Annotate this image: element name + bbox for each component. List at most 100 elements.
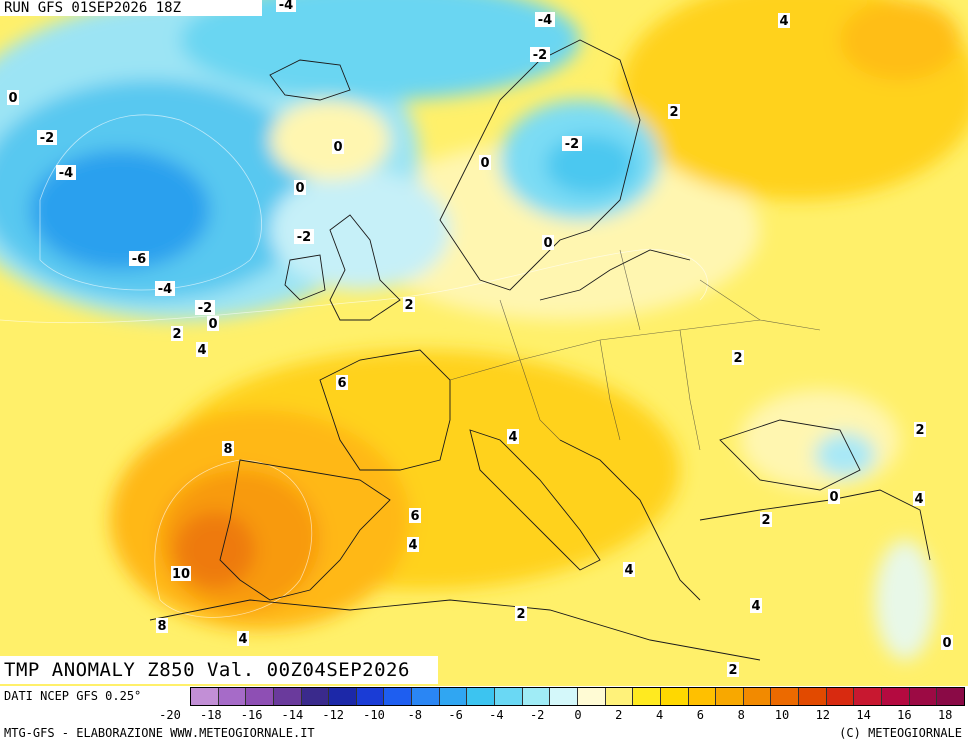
- svg-text:4: 4: [197, 343, 206, 358]
- contour-label: 10: [171, 566, 191, 582]
- scale-cell: [937, 688, 964, 705]
- contour-label: 6: [336, 375, 348, 391]
- scale-tick-label: 2: [615, 708, 623, 722]
- scale-cell: [301, 688, 330, 705]
- contour-label: -2: [562, 136, 582, 152]
- field-cold-north: [180, 0, 580, 100]
- contour-label: -4: [56, 165, 76, 181]
- contour-label: 0: [294, 180, 306, 196]
- svg-text:2: 2: [172, 327, 181, 342]
- border-2: [519, 359, 561, 441]
- scale-cell: [605, 688, 634, 705]
- svg-text:2: 2: [733, 351, 742, 366]
- contour-label: -2: [530, 47, 550, 63]
- coast-iceland: [269, 59, 351, 101]
- svg-text:4: 4: [779, 14, 788, 29]
- svg-text:-2: -2: [565, 137, 579, 152]
- isoline-cold: [39, 114, 262, 291]
- scale-cell: [356, 688, 385, 705]
- coast-scandinavia: [439, 39, 641, 291]
- svg-text:0: 0: [295, 181, 304, 196]
- contour-label: 4: [750, 598, 762, 614]
- contour-label: 4: [407, 537, 419, 553]
- scale-tick-label: 18: [937, 708, 953, 722]
- contour-label: -2: [294, 229, 314, 245]
- scale-cell: [909, 688, 938, 705]
- scale-cell: [743, 688, 772, 705]
- svg-text:8: 8: [157, 619, 166, 634]
- color-scale: [190, 687, 965, 706]
- field-warm-ne2: [840, 0, 960, 80]
- scale-tick-label: 8: [737, 708, 745, 722]
- scale-tick-label: -6: [448, 708, 463, 722]
- svg-text:0: 0: [543, 236, 552, 251]
- scale-cell: [660, 688, 689, 705]
- scale-cell: [495, 688, 523, 705]
- coastlines: [149, 39, 931, 661]
- coast-north-africa: [149, 599, 761, 661]
- borders: [449, 249, 821, 451]
- map-title: TMP ANOMALY Z850 Val. 00Z04SEP2026: [0, 656, 438, 684]
- scale-tick-label: -4: [489, 708, 504, 722]
- coast-turkey: [699, 489, 931, 561]
- svg-text:0: 0: [333, 140, 342, 155]
- isoline-0: [0, 249, 708, 324]
- field-pale-north: [360, 140, 760, 320]
- scale-tick-label: 6: [696, 708, 705, 722]
- contour-label: 0: [207, 316, 219, 332]
- scale-cell: [771, 688, 800, 705]
- svg-text:2: 2: [915, 423, 924, 438]
- scale-tick-label: -8: [407, 708, 423, 722]
- scale-cell: [882, 688, 910, 705]
- svg-text:8: 8: [223, 442, 232, 457]
- field-cool-east: [815, 433, 875, 477]
- scale-tick-label: -2: [529, 708, 545, 722]
- svg-text:4: 4: [238, 632, 247, 647]
- contour-label: 0: [7, 90, 19, 106]
- coast-blacksea: [719, 419, 861, 491]
- scale-tick-label: -12: [322, 708, 345, 722]
- contour-label: -4: [535, 12, 555, 28]
- svg-text:-4: -4: [279, 0, 293, 13]
- footer: DATI NCEP GFS 0.25° -20 -18 -16 -14 -12 -10 -8…: [0, 686, 968, 745]
- credits: MTG-GFS - ELABORAZIONE WWW.METEOGIORNALE…: [4, 726, 315, 740]
- contour-label: 2: [727, 662, 739, 678]
- svg-text:-2: -2: [533, 48, 547, 63]
- scale-cell: [688, 688, 717, 705]
- svg-text:6: 6: [410, 509, 419, 524]
- contour-label: -2: [195, 300, 215, 316]
- border-1: [449, 319, 821, 381]
- scale-cell: [329, 688, 357, 705]
- contour-label: 4: [913, 491, 925, 507]
- scale-cell: [522, 688, 551, 705]
- scale-tick-label: 14: [856, 708, 871, 722]
- field-cool-levant: [875, 540, 935, 660]
- field-cold-scand-core: [545, 135, 635, 195]
- scale-cell: [467, 688, 496, 705]
- svg-text:2: 2: [669, 105, 678, 120]
- scale-cell: [550, 688, 578, 705]
- scale-cell: [799, 688, 827, 705]
- border-3: [599, 339, 621, 441]
- scale-tick-label: -20: [159, 708, 181, 722]
- border-7: [699, 279, 761, 321]
- coast-france: [319, 349, 451, 471]
- temperature-anomaly-map: -4 -4 4 0 -2 -2 2 -4 0 0 -2 0 -2 -6 0 -4 2 -2 0 2 4 2 6 2 4 8 0 4 6 2…: [0, 0, 968, 686]
- svg-text:10: 10: [172, 567, 190, 582]
- contour-label: 0: [479, 155, 491, 171]
- svg-text:4: 4: [751, 599, 760, 614]
- svg-text:-2: -2: [40, 131, 54, 146]
- scale-cell: [218, 688, 247, 705]
- contour-label: 2: [515, 606, 527, 622]
- scale-cell: [716, 688, 744, 705]
- scale-cell: [384, 688, 413, 705]
- contour-label: 4: [196, 342, 208, 358]
- contour-label: 0: [332, 139, 344, 155]
- coast-ireland: [284, 254, 326, 301]
- svg-text:4: 4: [408, 538, 417, 553]
- contour-label: 4: [507, 429, 519, 445]
- border-5: [499, 299, 521, 361]
- contour-label: -4: [276, 0, 296, 13]
- color-scale-ticks: -20 -18 -16 -14 -12 -10 -8 -6 -4 -2 0 2 4 6 8 10 12 14 16 1…: [159, 708, 965, 724]
